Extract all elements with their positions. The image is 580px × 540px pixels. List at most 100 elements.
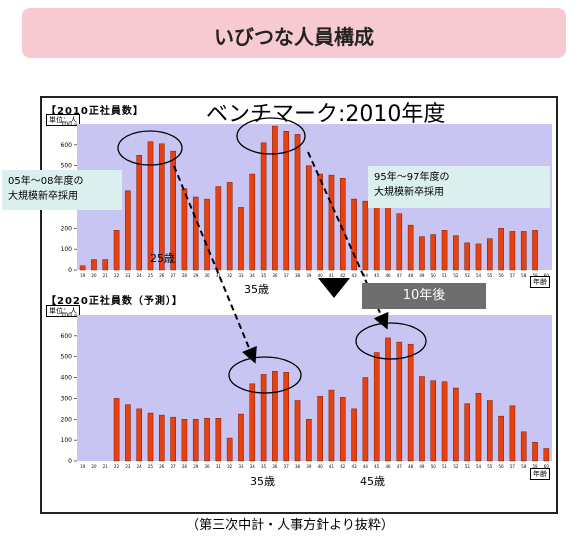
bar-2010-42 bbox=[339, 177, 346, 271]
xtick-label-2010: 45 bbox=[374, 273, 380, 278]
highlight-ellipse-35-bottom bbox=[228, 356, 302, 394]
bar-2010-29 bbox=[192, 196, 199, 271]
age-35-bottom: 35歳 bbox=[250, 475, 275, 488]
bar-2020-40 bbox=[317, 396, 323, 462]
bar-2020-33 bbox=[238, 413, 244, 462]
title-banner: いびつな人員構成 bbox=[22, 8, 566, 58]
bar-2010-35 bbox=[260, 142, 267, 271]
bar-2020-31 bbox=[215, 417, 222, 462]
highlight-ellipse-45-bottom bbox=[355, 322, 427, 360]
xtick-label-2010: 32 bbox=[227, 273, 233, 278]
bar-2010-52 bbox=[453, 235, 459, 271]
bar-2010-50 bbox=[430, 234, 437, 271]
ytick-label-2010: 200 bbox=[61, 225, 73, 232]
xtick-label-2010: 44 bbox=[363, 273, 369, 278]
bar-2010-47 bbox=[396, 213, 403, 271]
xtick-label-2020: 60 bbox=[544, 464, 550, 469]
bar-2010-46 bbox=[385, 200, 391, 271]
xtick-label-2010: 41 bbox=[329, 273, 335, 278]
bar-2010-30 bbox=[204, 198, 210, 271]
bar-2010-58 bbox=[520, 231, 527, 271]
xtick-label-2010: 31 bbox=[216, 273, 222, 278]
bar-2010-44 bbox=[362, 200, 369, 271]
bar-2020-59 bbox=[532, 441, 538, 462]
bar-2010-49 bbox=[419, 236, 425, 271]
xtick-label-2020: 22 bbox=[114, 464, 120, 469]
bar-2020-28 bbox=[181, 419, 188, 462]
xtick-label-2010: 54 bbox=[476, 273, 482, 278]
callout-right: 95年～97年度の 大規模新卒採用 bbox=[368, 166, 550, 208]
bar-2020-47 bbox=[396, 341, 403, 462]
bar-2010-56 bbox=[498, 228, 504, 271]
ytick-label-2020: 700 bbox=[61, 312, 73, 319]
xtick-label-2010: 50 bbox=[431, 273, 437, 278]
xtick-label-2010: 52 bbox=[453, 273, 459, 278]
xtick-label-2020: 34 bbox=[250, 464, 256, 469]
xtick-label-2020: 56 bbox=[499, 464, 505, 469]
bar-2020-46 bbox=[385, 337, 391, 462]
highlight-ellipse-35-top bbox=[236, 117, 306, 155]
chart-2010-unit: 単位：人 bbox=[46, 114, 80, 126]
xtick-label-2020: 57 bbox=[510, 464, 516, 469]
xtick-label-2020: 51 bbox=[442, 464, 448, 469]
xtick-label-2020: 37 bbox=[284, 464, 290, 469]
bar-2020-44 bbox=[362, 377, 369, 462]
xtick-label-2010: 29 bbox=[193, 273, 199, 278]
xtick-label-2010: 49 bbox=[419, 273, 425, 278]
ytick-label-2010: 500 bbox=[61, 163, 73, 170]
xtick-label-2010: 33 bbox=[238, 273, 244, 278]
xtick-label-2010: 48 bbox=[408, 273, 414, 278]
bar-2020-52 bbox=[453, 387, 459, 462]
xtick-label-2020: 38 bbox=[295, 464, 301, 469]
xtick-label-2020: 44 bbox=[363, 464, 369, 469]
bar-2020-23 bbox=[125, 404, 131, 462]
bar-2020-25 bbox=[147, 412, 154, 462]
xtick-label-2020: 24 bbox=[137, 464, 143, 469]
bar-2020-55 bbox=[487, 400, 493, 462]
xtick-label-2020: 29 bbox=[193, 464, 199, 469]
bar-2020-29 bbox=[192, 419, 199, 462]
bar-2020-39 bbox=[306, 419, 312, 462]
age-25-top: 25歳 bbox=[150, 252, 175, 265]
xtick-label-2010: 55 bbox=[487, 273, 493, 278]
xtick-label-2010: 51 bbox=[442, 273, 448, 278]
bar-2020-54 bbox=[475, 392, 482, 462]
xtick-label-2010: 57 bbox=[510, 273, 516, 278]
xtick-label-2020: 32 bbox=[227, 464, 233, 469]
bar-2020-26 bbox=[159, 414, 165, 462]
bar-2020-30 bbox=[204, 417, 210, 462]
bar-2010-37 bbox=[283, 131, 290, 271]
xtick-label-2020: 46 bbox=[385, 464, 391, 469]
bar-2020-43 bbox=[351, 408, 357, 462]
dashed-arrow-35-to-45 bbox=[307, 151, 389, 330]
xtick-label-2020: 49 bbox=[419, 464, 425, 469]
age-35-top: 35歳 bbox=[244, 283, 269, 296]
bar-2010-43 bbox=[351, 198, 357, 271]
xtick-label-2020: 20 bbox=[91, 464, 97, 469]
xtick-label-2010: 58 bbox=[521, 273, 527, 278]
xtick-label-2010: 43 bbox=[352, 273, 358, 278]
footer-source: （第三次中計・人事方針より抜粋） bbox=[186, 518, 394, 533]
xtick-label-2020: 53 bbox=[465, 464, 471, 469]
xtick-label-2010: 60 bbox=[544, 273, 550, 278]
xtick-label-2010: 27 bbox=[171, 273, 177, 278]
xtick-label-2010: 40 bbox=[318, 273, 324, 278]
xtick-label-2020: 19 bbox=[80, 464, 86, 469]
bar-2010-39 bbox=[306, 165, 312, 271]
xtick-label-2020: 28 bbox=[182, 464, 188, 469]
xtick-label-2010: 26 bbox=[159, 273, 165, 278]
bar-2020-45 bbox=[373, 352, 380, 462]
highlight-ellipse-25-top bbox=[117, 130, 183, 166]
bar-2010-21 bbox=[102, 259, 109, 271]
dashed-arrow-25-to-35 bbox=[173, 165, 257, 364]
callout-right-line1: 95年～97年度の bbox=[374, 172, 450, 183]
bar-2010-51 bbox=[441, 230, 448, 271]
bar-2010-20 bbox=[91, 259, 97, 271]
xtick-label-2020: 41 bbox=[329, 464, 335, 469]
xtick-label-2010: 46 bbox=[385, 273, 391, 278]
chart-2010-title: 【2010正社員数】 bbox=[46, 106, 144, 117]
bar-2010-32 bbox=[226, 182, 233, 271]
xtick-label-2020: 58 bbox=[521, 464, 527, 469]
chart-2010-xlabel: 年齢 bbox=[530, 276, 550, 288]
xtick-label-2010: 56 bbox=[499, 273, 505, 278]
